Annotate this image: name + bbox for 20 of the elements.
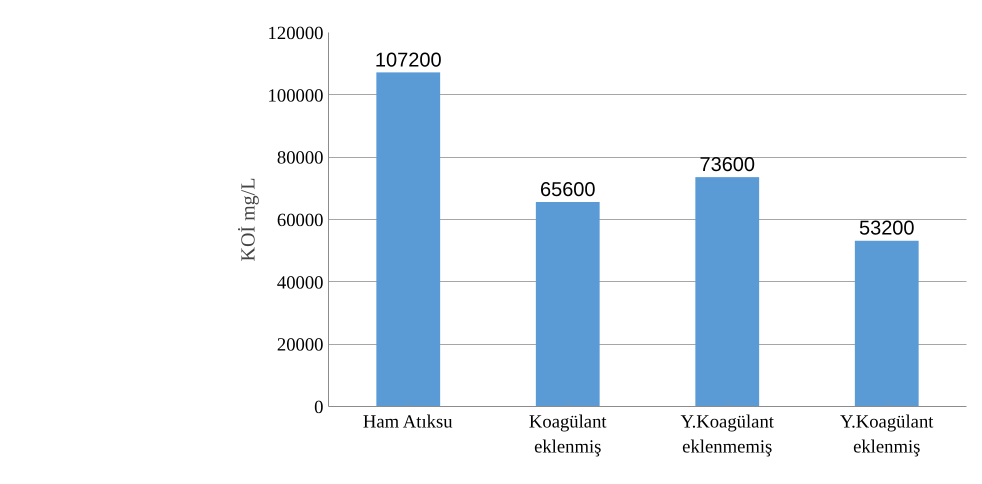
data-label: 73600: [699, 154, 756, 176]
data-label: 65600: [540, 179, 596, 202]
y-tick-label: 120000: [268, 23, 324, 44]
bar: [376, 72, 440, 406]
x-tick-label: Koagülant eklenmiş: [528, 412, 608, 458]
y-tick-label: 20000: [276, 334, 324, 356]
y-tick-label: 60000: [276, 210, 324, 231]
bar: [536, 202, 600, 406]
x-tick-label: Y.Koagülant eklenmemiş: [680, 412, 775, 458]
y-axis-title: KOİ mg/L: [238, 178, 260, 262]
y-tick-label: 80000: [276, 148, 324, 169]
y-tick-label: 40000: [276, 272, 324, 294]
y-tick-label: 100000: [268, 85, 324, 106]
x-tick-label: Ham Atıksu: [362, 412, 454, 432]
data-label: 107200: [374, 49, 442, 72]
bar: [854, 240, 919, 406]
bar: [695, 177, 760, 406]
y-tick-label: 0: [314, 397, 324, 418]
data-label: 53200: [858, 218, 915, 240]
x-tick-label: Y.Koagülant eklenmiş: [840, 412, 934, 458]
